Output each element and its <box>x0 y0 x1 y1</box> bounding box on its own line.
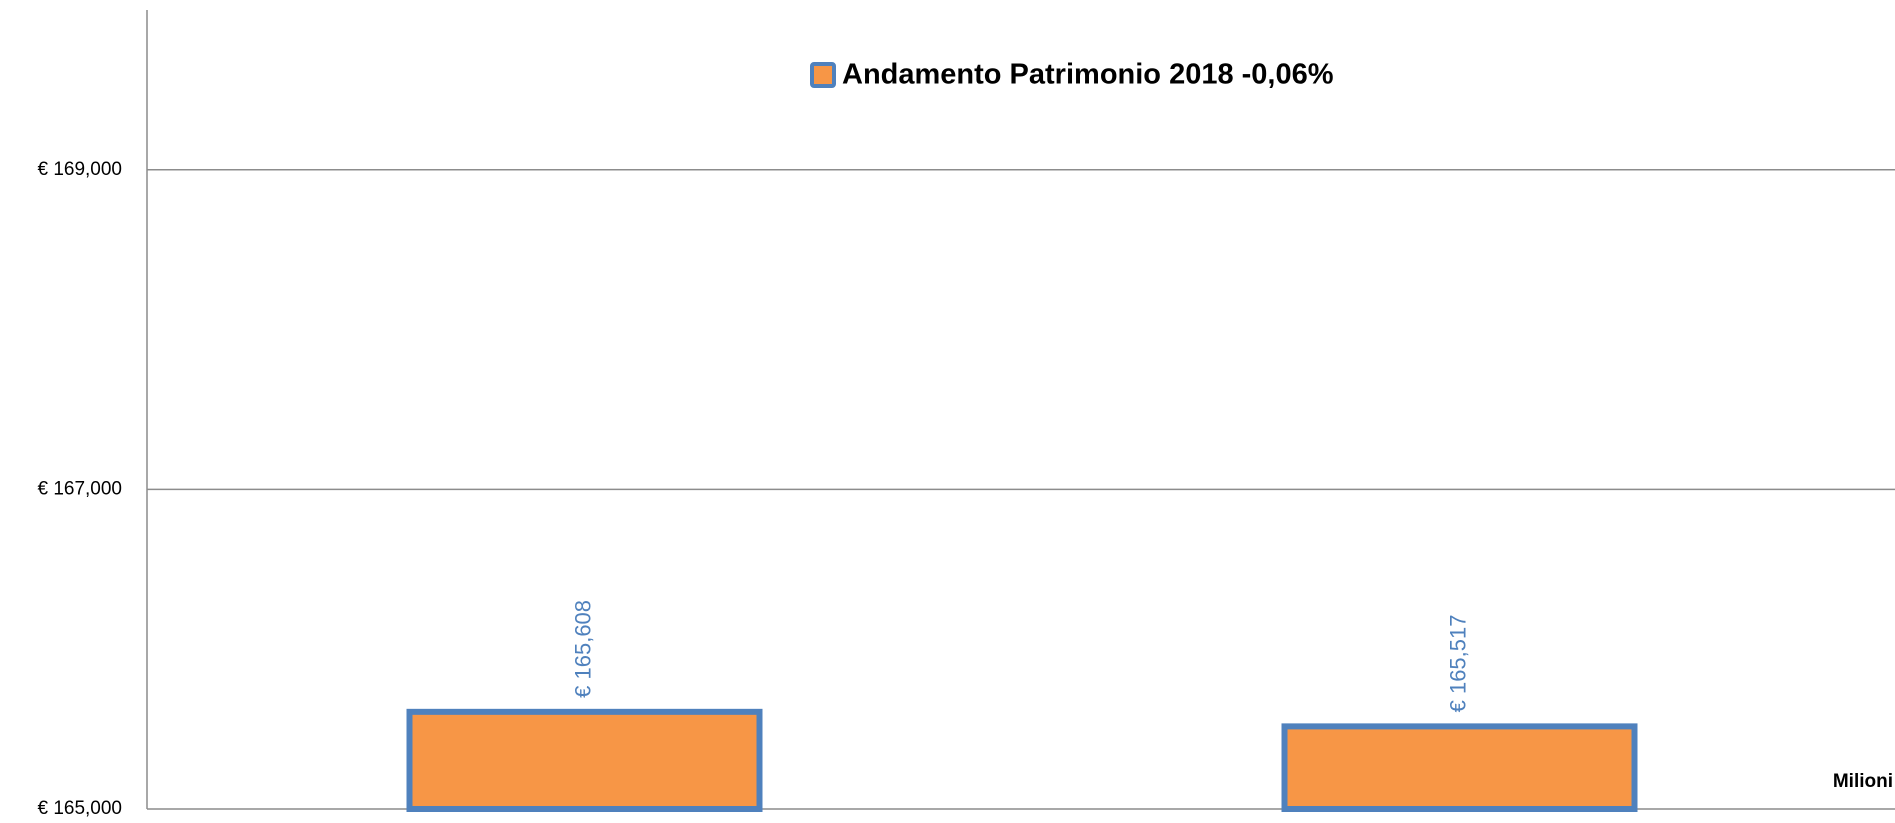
y-tick-label: € 167,000 <box>37 478 122 499</box>
y-tick-label: € 169,000 <box>37 159 122 180</box>
unit-annotation: Milioni <box>1833 771 1893 792</box>
bar <box>406 708 763 813</box>
legend-label: Andamento Patrimonio 2018 -0,06% <box>842 59 1334 91</box>
data-label: € 165,517 <box>1445 615 1470 713</box>
bar <box>1281 723 1638 813</box>
data-label: € 165,608 <box>570 600 595 698</box>
y-tick-label: € 165,000 <box>37 798 122 819</box>
legend-swatch <box>810 62 836 88</box>
